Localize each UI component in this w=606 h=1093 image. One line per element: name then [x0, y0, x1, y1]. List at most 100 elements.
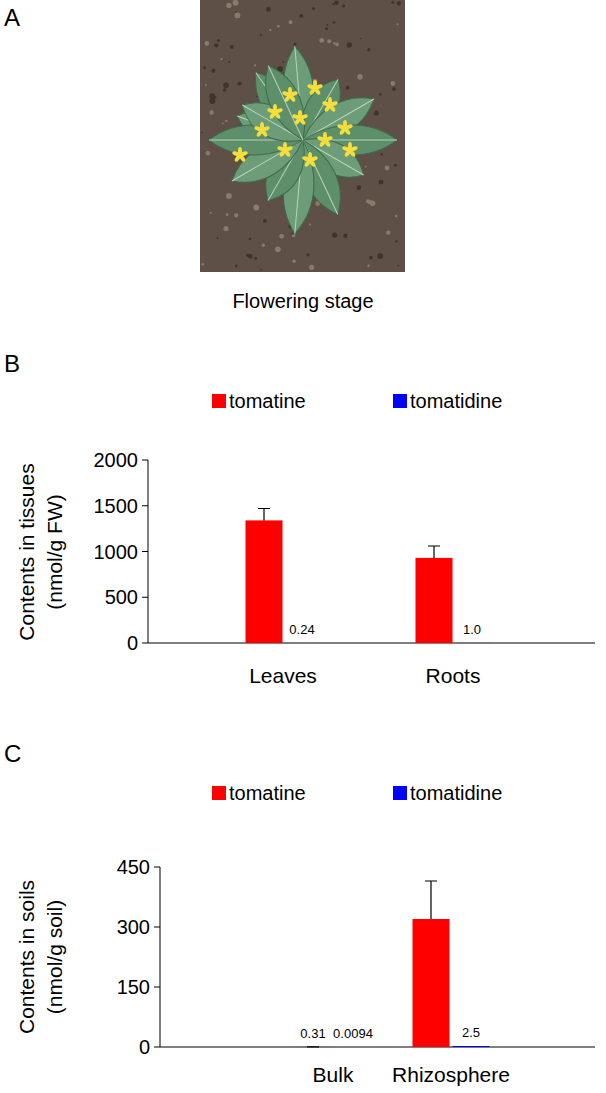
soil-speck: [391, 81, 396, 86]
flower: [232, 147, 248, 163]
soil-speck: [367, 265, 370, 268]
soil-speck: [397, 1, 401, 5]
soil-speck: [395, 240, 397, 242]
soil-speck: [346, 86, 350, 90]
bar: [284, 642, 321, 643]
y-tick: [142, 597, 148, 598]
y-tick-label: 0: [127, 632, 138, 654]
soil-speck: [262, 244, 265, 247]
plot-marks: [295, 881, 490, 1047]
soil-speck: [347, 42, 352, 47]
bar: [416, 558, 453, 643]
bar: [453, 1046, 490, 1047]
error-bar: [428, 546, 440, 558]
x-tick-label: Leaves: [249, 664, 317, 687]
soil-speck: [223, 88, 226, 91]
soil-speck: [226, 193, 232, 199]
soil-speck: [334, 1, 338, 5]
soil-speck: [332, 3, 334, 5]
petal: [342, 146, 351, 152]
petal: [292, 114, 301, 120]
flower: [307, 80, 323, 96]
soil-speck: [228, 61, 230, 63]
petal: [322, 101, 331, 107]
soil-speck: [260, 269, 262, 271]
soil-speck: [335, 42, 339, 46]
soil-speck: [246, 254, 249, 257]
leaf-blade: [255, 59, 317, 146]
soil-speck: [398, 265, 400, 267]
soil-speck: [223, 83, 229, 89]
soil-speck: [312, 7, 315, 10]
flower: [302, 152, 318, 168]
x-tick-label: Bulk: [313, 1063, 354, 1086]
soil-speck: [206, 151, 211, 156]
soil-speck: [237, 81, 241, 85]
soil-speck: [205, 41, 210, 46]
bar: [295, 1046, 332, 1047]
soil-speck: [226, 3, 231, 8]
bar: [454, 642, 491, 643]
soil-speck: [379, 93, 382, 96]
soil-speck: [365, 166, 367, 168]
petal: [282, 91, 291, 97]
soil-speck: [235, 265, 238, 268]
flower: [317, 132, 333, 148]
data-label: 1.0: [463, 622, 481, 637]
y-axis-label: Contents in soils(nmol/g soil): [15, 880, 66, 1034]
soil-speck: [226, 213, 229, 216]
flower: [254, 122, 270, 138]
error-bar: [258, 508, 270, 520]
plant-photo: [200, 0, 405, 272]
legend-swatch: [212, 786, 226, 800]
figure: AFlowering stageBtomatinetomatidineConte…: [0, 0, 606, 1093]
soil-speck: [220, 58, 222, 60]
soil-speck: [275, 246, 281, 252]
petal: [317, 136, 326, 142]
soil-speck: [360, 38, 362, 40]
legend-label: tomatidine: [410, 390, 502, 412]
soil-speck: [269, 29, 271, 31]
petal: [277, 146, 286, 152]
soil-speck: [391, 1, 394, 4]
y-tick-label: 300: [117, 916, 150, 938]
petal: [302, 156, 311, 162]
soil-speck: [294, 43, 297, 46]
soil-speck: [392, 87, 396, 91]
y-tick-label: 1500: [94, 495, 139, 517]
bar: [246, 520, 283, 643]
y-tick: [154, 987, 160, 988]
y-tick: [142, 643, 148, 644]
soil-speck: [201, 132, 203, 134]
legend-label: tomatine: [229, 390, 306, 412]
soil-speck: [210, 212, 212, 214]
soil-speck: [214, 43, 218, 47]
soil-speck: [222, 123, 224, 125]
y-tick: [142, 505, 148, 506]
soil-speck: [395, 215, 398, 218]
soil: [200, 0, 405, 272]
panel-label: B: [4, 350, 20, 377]
flower: [267, 104, 283, 120]
soil-speck: [309, 224, 311, 226]
soil-speck: [379, 180, 384, 185]
x-axis: [148, 643, 595, 644]
soil-speck: [342, 4, 345, 7]
y-tick: [154, 927, 160, 928]
error-bar: [425, 881, 437, 919]
bar: [335, 1046, 372, 1047]
soil-speck: [377, 253, 383, 259]
legend-label: tomatidine: [410, 782, 502, 804]
flower: [342, 142, 358, 158]
plot-marks: [246, 508, 491, 643]
bar: [413, 919, 450, 1047]
soil-speck: [217, 39, 220, 42]
y-tick: [154, 867, 160, 868]
flower: [322, 97, 338, 113]
flower: [282, 87, 298, 103]
leaf: [255, 59, 317, 146]
soil-speck: [254, 257, 257, 260]
y-tick-label: 450: [117, 856, 150, 878]
bar-chart: CtomatinetomatidineContents in soils(nmo…: [4, 740, 595, 1086]
soil-speck: [209, 110, 213, 114]
